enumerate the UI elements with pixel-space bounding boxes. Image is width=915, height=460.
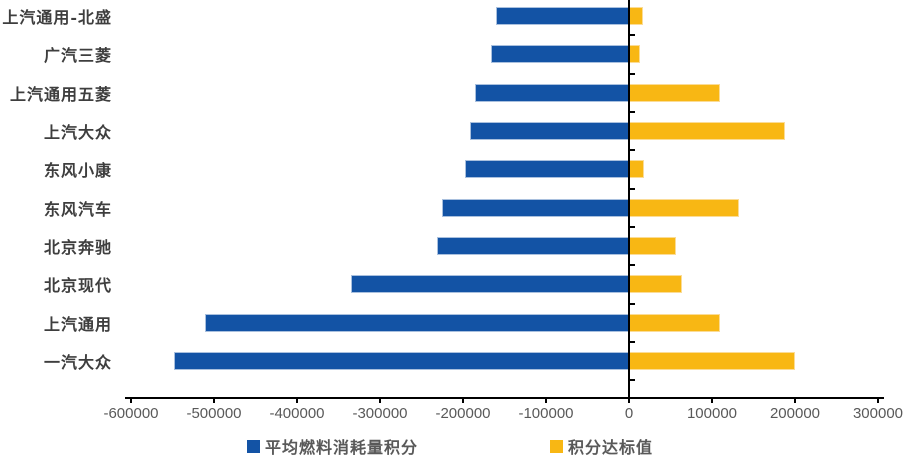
category-row: 上汽通用五菱 [0, 74, 915, 112]
category-row: 北京现代 [0, 265, 915, 303]
fuel-credit-bar [491, 45, 629, 64]
x-axis-tick-label: 100000 [686, 405, 738, 422]
category-label: 上汽大众 [43, 123, 112, 143]
target-credit-bar [629, 7, 644, 26]
category-row: 北京奔驰 [0, 227, 915, 265]
target-credit-bar [629, 352, 795, 371]
bar-track [131, 45, 878, 64]
category-row: 一汽大众 [0, 342, 915, 380]
x-axis-tick-label: -600000 [103, 405, 159, 422]
x-axis-tick [545, 397, 547, 403]
x-axis-tick [213, 397, 215, 403]
x-axis-tick-label: -400000 [269, 405, 325, 422]
x-axis-tick [794, 397, 796, 403]
legend-label-fuel-consumption-credit: 平均燃料消耗量积分 [265, 438, 419, 457]
bar-track [131, 122, 878, 141]
category-label: 上汽通用 [43, 314, 112, 334]
x-axis-tick-label: -100000 [518, 405, 574, 422]
category-label: 上汽通用-北盛 [2, 8, 112, 28]
bar-track [131, 83, 878, 102]
fuel-credit-bar [442, 198, 629, 217]
legend-label-credit-target: 积分达标值 [568, 438, 654, 457]
legend: 平均燃料消耗量积分 积分达标值 [0, 434, 915, 458]
zero-axis-row-tick [628, 187, 635, 190]
zero-axis-line [628, 0, 630, 403]
category-row: 上汽大众 [0, 112, 915, 150]
category-label: 一汽大众 [43, 353, 112, 373]
zero-axis-row-tick [628, 302, 635, 305]
legend-swatch-blue [247, 439, 260, 453]
zero-axis-row-tick [628, 225, 635, 228]
x-axis-tick-label: -200000 [435, 405, 491, 422]
category-label: 北京现代 [43, 276, 112, 296]
x-axis-tick [296, 397, 298, 403]
x-axis-tick-label: 200000 [769, 405, 821, 422]
legend-swatch-yellow [550, 439, 563, 453]
bar-track [131, 237, 878, 256]
fuel-credit-bar [465, 160, 629, 179]
zero-axis-row-tick [628, 34, 635, 37]
category-row: 东风汽车 [0, 189, 915, 227]
x-axis-tick [379, 397, 381, 403]
category-label: 东风汽车 [43, 199, 112, 219]
fuel-credit-bar [469, 122, 629, 141]
bar-track [131, 275, 878, 294]
zero-axis-row-tick [628, 72, 635, 75]
zero-axis-row-tick [628, 340, 635, 343]
legend-item-fuel-consumption-credit: 平均燃料消耗量积分 [247, 434, 418, 458]
bar-track [131, 313, 878, 332]
target-credit-bar [629, 198, 739, 217]
x-axis-tick [462, 397, 464, 403]
category-label: 广汽三菱 [43, 46, 112, 66]
category-label: 北京奔驰 [43, 238, 112, 258]
x-axis-tick [628, 397, 630, 403]
category-label: 东风小康 [43, 161, 112, 181]
zero-axis-row-tick [628, 149, 635, 152]
zero-axis-row-tick [628, 379, 635, 382]
zero-axis-row-tick [628, 264, 635, 267]
bar-track [131, 198, 878, 217]
fuel-credit-bar [204, 313, 629, 332]
category-row: 上汽通用-北盛 [0, 0, 915, 35]
category-row: 东风小康 [0, 150, 915, 188]
target-credit-bar [629, 275, 683, 294]
category-row: 上汽通用 [0, 304, 915, 342]
bar-track [131, 160, 878, 179]
target-credit-bar [629, 83, 721, 102]
x-axis-tick [130, 397, 132, 403]
x-axis-tick [877, 397, 879, 403]
x-axis-tick-label: -500000 [186, 405, 242, 422]
zero-axis-row-tick [628, 110, 635, 113]
x-axis-tick [711, 397, 713, 403]
target-credit-bar [629, 313, 721, 332]
target-credit-bar [629, 160, 644, 179]
target-credit-bar [629, 45, 640, 64]
legend-item-credit-target: 积分达标值 [550, 434, 653, 458]
x-axis-tick-label: 300000 [852, 405, 904, 422]
fuel-credit-bar [174, 352, 629, 371]
bar-track [131, 352, 878, 371]
fuel-credit-bar [437, 237, 629, 256]
target-credit-bar [629, 237, 677, 256]
fuel-credit-bar [475, 83, 629, 102]
target-credit-bar [629, 122, 786, 141]
category-label: 上汽通用五菱 [9, 84, 112, 104]
x-axis-tick-label: -300000 [352, 405, 408, 422]
x-axis-tick-label: 0 [624, 405, 634, 422]
bar-track [131, 7, 878, 26]
x-axis-line [125, 397, 884, 399]
fuel-credit-bar [350, 275, 629, 294]
fuel-credit-bar [496, 7, 629, 26]
category-row: 广汽三菱 [0, 35, 915, 73]
